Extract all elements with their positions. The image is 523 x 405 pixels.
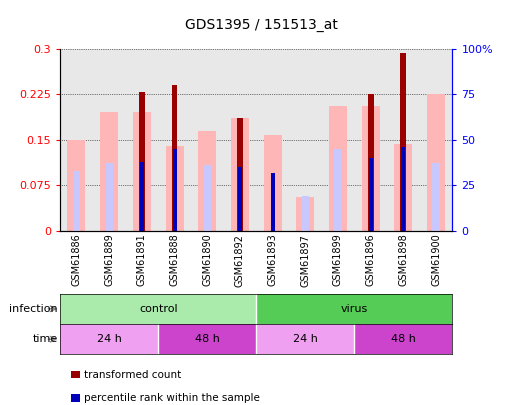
- Bar: [362, 107, 380, 231]
- Bar: [73, 171, 80, 231]
- Bar: [334, 149, 342, 231]
- Text: percentile rank within the sample: percentile rank within the sample: [84, 393, 260, 403]
- Bar: [231, 119, 249, 231]
- Text: control: control: [139, 304, 177, 314]
- Bar: [271, 173, 275, 231]
- Bar: [302, 196, 309, 231]
- Bar: [172, 85, 177, 231]
- Text: GDS1395 / 151513_at: GDS1395 / 151513_at: [185, 18, 338, 32]
- Bar: [100, 113, 118, 231]
- Bar: [237, 119, 243, 231]
- Bar: [173, 149, 177, 231]
- Bar: [402, 147, 405, 231]
- Bar: [133, 113, 151, 231]
- Bar: [238, 167, 242, 231]
- Bar: [67, 140, 85, 231]
- Bar: [297, 198, 314, 231]
- Bar: [329, 107, 347, 231]
- Text: infection: infection: [9, 304, 58, 314]
- Text: 24 h: 24 h: [293, 334, 318, 344]
- Bar: [264, 136, 281, 231]
- Text: 48 h: 48 h: [195, 334, 220, 344]
- Bar: [203, 165, 211, 231]
- Bar: [368, 94, 373, 231]
- Bar: [427, 94, 445, 231]
- Bar: [433, 164, 440, 231]
- Bar: [139, 92, 145, 231]
- Bar: [394, 144, 412, 231]
- Bar: [401, 53, 406, 231]
- Text: 24 h: 24 h: [97, 334, 122, 344]
- Bar: [198, 130, 216, 231]
- Bar: [369, 158, 372, 231]
- Text: transformed count: transformed count: [84, 370, 181, 379]
- Bar: [166, 146, 184, 231]
- Bar: [106, 164, 113, 231]
- Text: time: time: [32, 334, 58, 344]
- Text: 48 h: 48 h: [391, 334, 416, 344]
- Text: virus: virus: [340, 304, 368, 314]
- Bar: [140, 162, 144, 231]
